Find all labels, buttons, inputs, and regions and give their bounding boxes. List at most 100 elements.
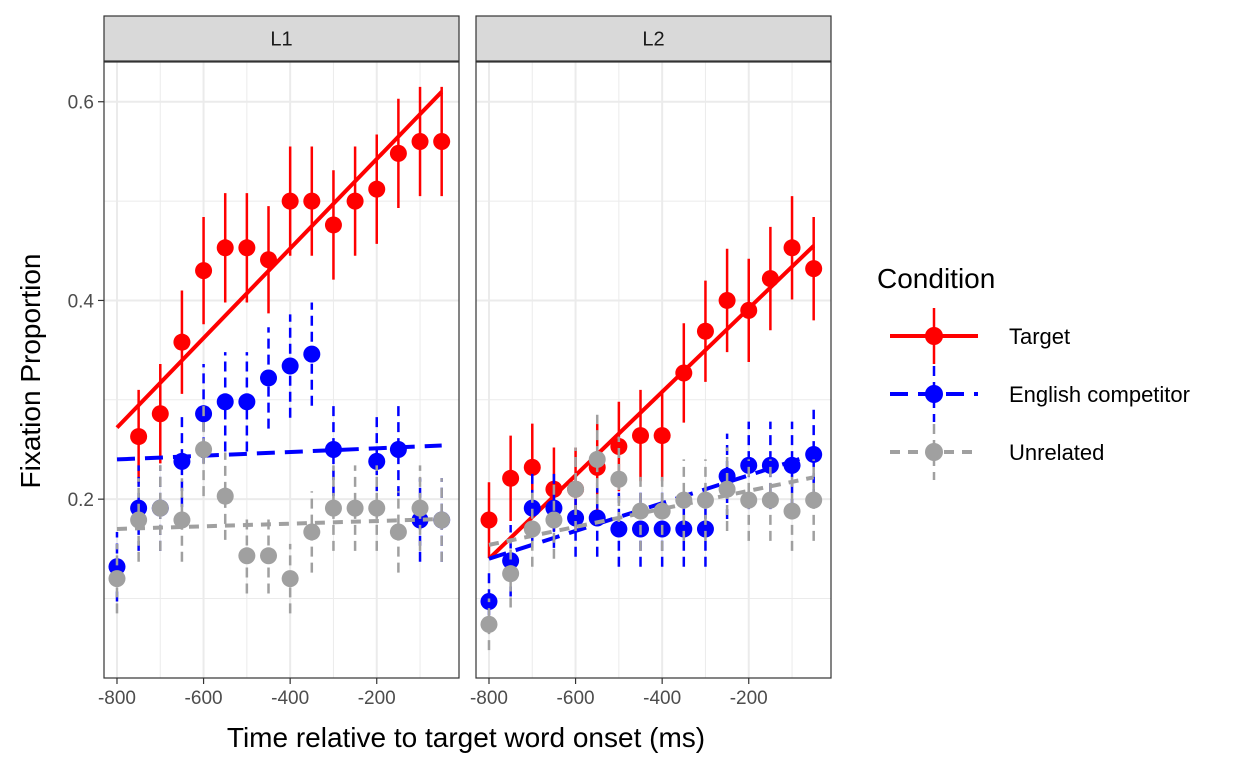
panel-l2: L2	[475, 15, 832, 679]
data-point	[216, 487, 234, 505]
data-point	[696, 491, 714, 509]
data-point	[238, 393, 256, 411]
data-point	[761, 270, 779, 288]
data-point	[324, 440, 342, 458]
data-point	[303, 523, 321, 541]
data-point	[545, 511, 563, 529]
data-point	[216, 239, 234, 257]
data-point	[433, 132, 451, 150]
legend-title: Condition	[877, 263, 995, 294]
x-tick-label: -600	[557, 688, 595, 709]
data-point	[281, 357, 299, 375]
legend-label: Target	[1009, 324, 1070, 349]
data-point	[480, 615, 498, 633]
data-point	[346, 192, 364, 210]
data-point	[805, 260, 823, 278]
legend-label: Unrelated	[1009, 440, 1104, 465]
data-point	[411, 132, 429, 150]
data-point	[238, 547, 256, 565]
series-english-competitor	[480, 409, 823, 632]
legend-point	[925, 327, 943, 345]
facet-strip-label: L2	[642, 29, 664, 51]
data-point	[675, 491, 693, 509]
data-point	[696, 322, 714, 340]
data-point	[173, 511, 191, 529]
series-unrelated	[108, 402, 451, 614]
data-point	[502, 565, 520, 583]
legend-item-target: Target	[890, 308, 1070, 364]
panel-border	[475, 61, 832, 679]
x-tick-label: -400	[271, 688, 309, 709]
data-point	[696, 520, 714, 538]
x-tick-label: -600	[185, 688, 223, 709]
data-point	[368, 452, 386, 470]
data-point	[675, 364, 693, 382]
data-point	[740, 456, 758, 474]
data-point	[653, 502, 671, 520]
data-point	[805, 445, 823, 463]
data-point	[653, 427, 671, 445]
data-point	[675, 520, 693, 538]
data-point	[173, 333, 191, 351]
legend-point	[925, 443, 943, 461]
data-point	[718, 291, 736, 309]
legend-item-english-competitor: English competitor	[890, 366, 1190, 422]
y-tick-label: 0.2	[68, 490, 94, 511]
data-point	[567, 480, 585, 498]
data-point	[216, 393, 234, 411]
data-point	[238, 239, 256, 257]
fit-line	[116, 517, 442, 531]
data-point	[324, 216, 342, 234]
y-tick-label: 0.4	[68, 291, 95, 312]
data-point	[718, 480, 736, 498]
data-point	[195, 262, 213, 280]
data-point	[610, 520, 628, 538]
data-point	[324, 499, 342, 517]
facet-strip	[103, 15, 460, 62]
data-point	[761, 491, 779, 509]
data-point	[108, 558, 126, 576]
data-point	[389, 440, 407, 458]
data-point	[303, 345, 321, 363]
data-point	[610, 438, 628, 456]
data-point	[761, 456, 779, 474]
facet-strip-label: L1	[270, 29, 292, 51]
x-tick-label: -200	[358, 688, 396, 709]
data-point	[502, 552, 520, 570]
x-tick-label: -800	[470, 688, 508, 709]
panels-layer: L1 L2	[103, 15, 832, 679]
data-point	[610, 470, 628, 488]
data-point	[281, 570, 299, 588]
data-point	[632, 427, 650, 445]
data-point	[523, 458, 541, 476]
data-point	[368, 180, 386, 198]
panel-border	[103, 61, 460, 679]
data-point	[151, 499, 169, 517]
data-point	[151, 405, 169, 423]
fit-line	[488, 475, 815, 547]
data-point	[173, 452, 191, 470]
data-point	[389, 144, 407, 162]
data-point	[389, 523, 407, 541]
data-point	[346, 499, 364, 517]
x-tick-label: -800	[98, 688, 136, 709]
data-point	[740, 301, 758, 319]
data-point	[130, 428, 148, 446]
data-point	[805, 491, 823, 509]
data-point	[783, 502, 801, 520]
legend-item-unrelated: Unrelated	[890, 424, 1104, 480]
data-point	[588, 450, 606, 468]
fit-line	[488, 452, 815, 561]
data-point	[523, 499, 541, 517]
series-unrelated	[480, 414, 823, 651]
data-point	[130, 511, 148, 529]
data-point	[368, 499, 386, 517]
data-point	[195, 440, 213, 458]
legend-point	[925, 385, 943, 403]
data-point	[411, 511, 429, 529]
data-point	[567, 509, 585, 527]
axes-layer: -800 -600 -400 -200 -800 -600 -400 -200 0.2 0.4 0.…	[68, 93, 768, 709]
data-point	[502, 469, 520, 487]
legend: Condition Target English competitor Unrela…	[877, 263, 1190, 480]
